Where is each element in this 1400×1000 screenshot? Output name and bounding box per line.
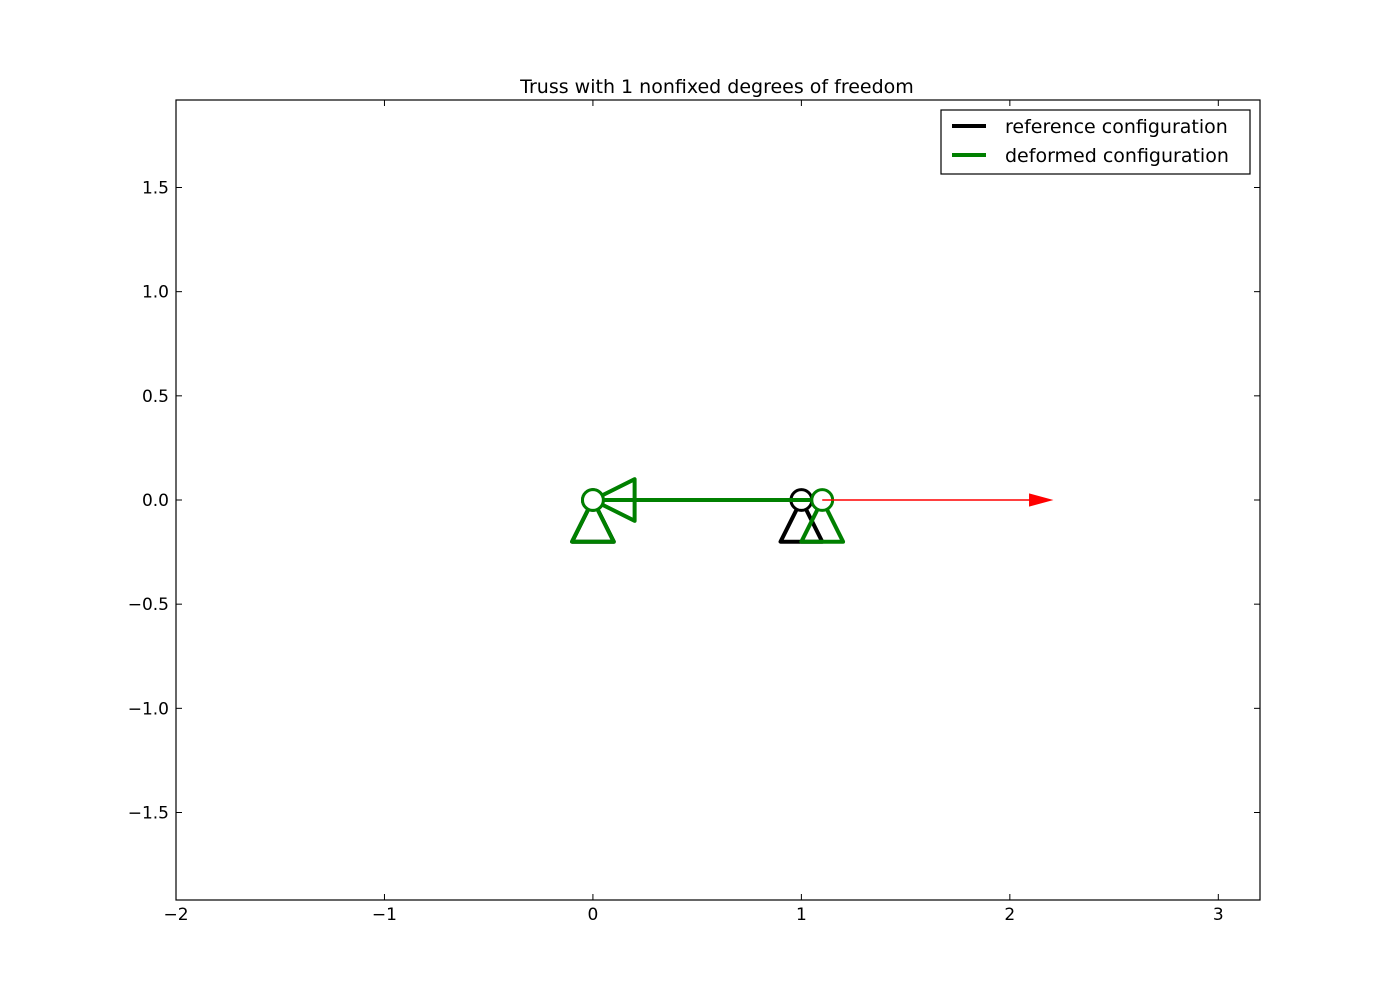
- axes-ticks: −2 −1 0 1 2 3 1.5 1.0 0.5 0.0 −0.5 −1.0 −1.5: [128, 100, 1260, 925]
- y-tick-label: −1.5: [128, 804, 169, 824]
- plot-frame: [175, 99, 1261, 901]
- force-arrow-head: [1029, 493, 1054, 507]
- legend-box: [940, 109, 1251, 175]
- legend: reference configuration deformed configu…: [940, 109, 1251, 175]
- x-tick-label: −2: [163, 905, 188, 925]
- deformed-configuration-series: [570, 477, 846, 544]
- legend-label-reference: reference configuration: [1005, 116, 1228, 138]
- legend-label-deformed: deformed configuration: [1005, 145, 1229, 167]
- support-triangle: [590, 477, 637, 523]
- force-arrow: [822, 493, 1054, 507]
- y-tick-label: 0.0: [142, 491, 169, 511]
- x-tick-label: −1: [372, 905, 397, 925]
- x-tick-label: 3: [1213, 905, 1224, 925]
- support-triangle: [570, 498, 616, 544]
- plot-content: [570, 477, 1054, 544]
- y-tick-label: −1.0: [128, 699, 169, 719]
- x-tick-label: 1: [796, 905, 807, 925]
- y-tick-label: 1.5: [142, 179, 169, 199]
- x-tick-label: 2: [1004, 905, 1015, 925]
- chart-title: Truss with 1 nonfixed degrees of freedom: [519, 76, 914, 98]
- x-tick-label: 0: [588, 905, 599, 925]
- y-tick-label: 1.0: [142, 283, 169, 303]
- y-tick-label: 0.5: [142, 387, 169, 407]
- truss-node-circle: [581, 488, 605, 512]
- y-tick-label: −0.5: [128, 595, 169, 615]
- support-triangle: [799, 498, 846, 544]
